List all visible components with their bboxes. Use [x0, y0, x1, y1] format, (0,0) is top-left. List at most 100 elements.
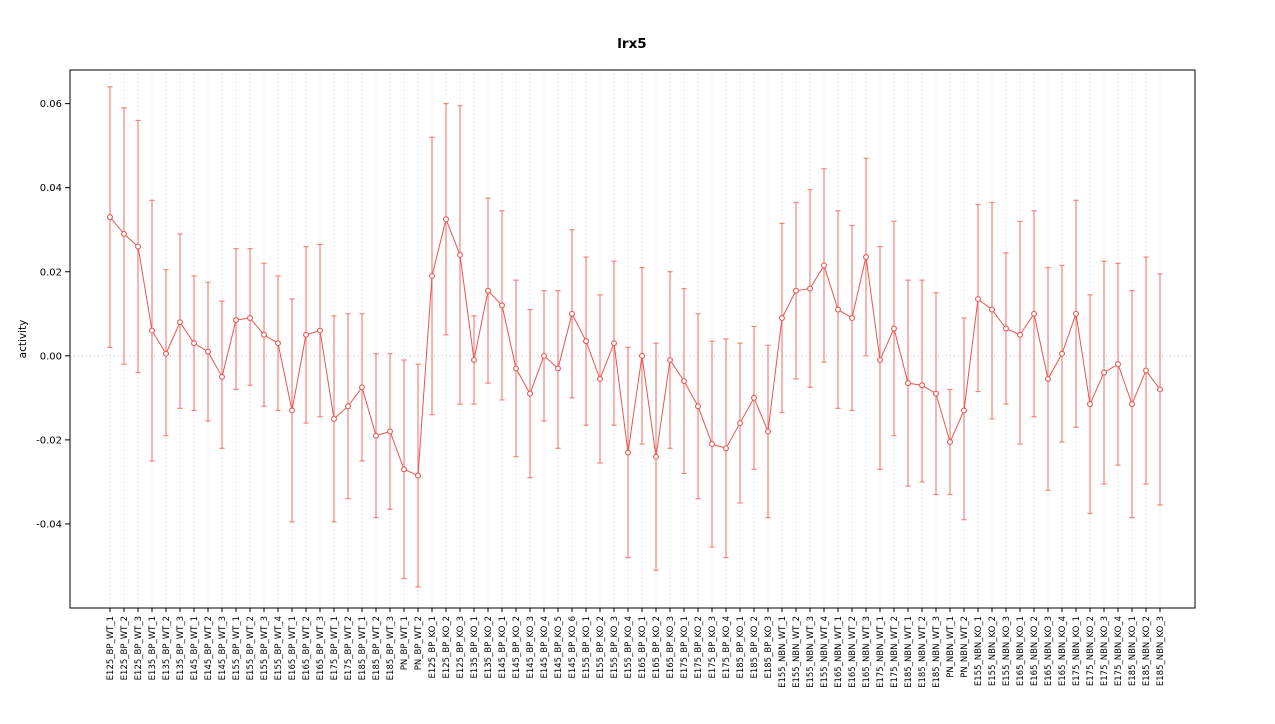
x-tick-label: E185_NBN_KO_2	[1142, 616, 1152, 686]
data-points	[107, 214, 1163, 479]
data-point	[471, 357, 477, 363]
x-tick-label: E135_BP_KO_1	[470, 616, 480, 679]
data-point	[933, 390, 939, 397]
x-tick-label: E165_NBN_WT_2	[848, 616, 858, 688]
y-axis-label: activity	[17, 320, 29, 359]
x-tick-label: E165_NBN_WT_3	[862, 616, 872, 688]
y-tick-label: 0.02	[40, 267, 62, 278]
data-point	[317, 327, 323, 334]
data-point	[261, 331, 267, 338]
data-point	[793, 287, 799, 294]
data-point	[975, 296, 981, 303]
x-tick-label: E145_BP_KO_1	[498, 616, 508, 679]
x-tick-label: E135_BP_WT_2	[162, 616, 172, 680]
data-point	[919, 382, 925, 389]
y-tick-label: -0.02	[36, 435, 62, 446]
y-axis: -0.04 -0.02 0.00 0.02 0.04 0.06	[36, 99, 70, 530]
data-point	[751, 394, 757, 401]
data-point	[401, 466, 407, 473]
x-tick-label: E155_BP_WT_1	[232, 616, 242, 680]
x-tick-label: E175_BP_WT_1	[330, 616, 340, 680]
data-point	[779, 315, 785, 321]
data-point	[513, 365, 519, 372]
x-tick-label: E155_NBN_WT_2	[792, 616, 802, 688]
data-point	[527, 390, 533, 397]
data-point	[415, 472, 421, 479]
x-tick-label: E125_BP_WT_3	[134, 616, 144, 680]
x-tick-label: E155_BP_WT_3	[260, 616, 270, 680]
x-tick-label: E175_NBN_KO_1	[1072, 616, 1082, 686]
y-tick-label: 0.04	[40, 183, 62, 194]
data-point	[611, 340, 617, 347]
x-tick-label: E165_BP_KO_3	[666, 616, 676, 679]
x-axis: E125_BP_WT_1 E125_BP_WT_2 E125_BP_WT_3 E135…	[106, 608, 1166, 688]
x-tick-label: E175_BP_WT_2	[344, 616, 354, 680]
y-tick-label: -0.04	[36, 519, 62, 530]
x-tick-label: E145_BP_KO_6	[568, 616, 578, 679]
x-tick-label: E175_BP_KO_3	[708, 616, 718, 679]
data-point	[597, 375, 603, 382]
x-tick-label: E185_BP_KO_2	[750, 616, 760, 679]
data-point	[961, 407, 967, 414]
data-point	[625, 449, 631, 456]
x-tick-label: E155_BP_KO_3	[610, 616, 620, 679]
x-tick-label: E125_BP_WT_1	[106, 616, 116, 680]
x-tick-label: E185_BP_KO_3	[764, 616, 774, 679]
x-tick-label: E145_BP_KO_4	[540, 616, 550, 679]
x-tick-label: E185_BP_WT_1	[358, 616, 368, 680]
x-tick-label: E125_BP_KO_1	[428, 616, 438, 679]
data-point	[163, 350, 169, 357]
x-tick-label: E175_BP_KO_2	[694, 616, 704, 679]
data-point	[877, 357, 883, 363]
data-point	[485, 287, 491, 294]
x-tick-label: E185_NBN_KO_3	[1156, 616, 1166, 686]
x-tick-label: PN_NBN_WT_1	[946, 616, 956, 678]
data-point	[233, 317, 239, 324]
data-point	[219, 373, 225, 380]
data-point	[569, 310, 575, 317]
data-point	[1143, 367, 1149, 374]
x-tick-label: E125_BP_WT_2	[120, 616, 130, 680]
data-point	[653, 453, 659, 460]
data-point	[121, 230, 127, 237]
x-tick-label: E185_NBN_KO_1	[1128, 616, 1138, 686]
y-tick-label: 0.00	[40, 351, 62, 362]
data-point	[989, 306, 995, 313]
data-point	[541, 352, 547, 359]
data-point	[275, 340, 281, 347]
data-point	[135, 243, 141, 250]
data-point	[667, 357, 673, 363]
x-tick-label: E185_NBN_WT_3	[932, 616, 942, 688]
data-point	[1101, 369, 1107, 376]
data-point	[1087, 401, 1093, 408]
data-point	[709, 441, 715, 448]
x-tick-label: E175_NBN_WT_1	[876, 616, 886, 688]
data-point	[555, 365, 561, 372]
x-tick-label: E155_BP_WT_2	[246, 616, 256, 680]
x-tick-label: E135_BP_KO_2	[484, 616, 494, 679]
x-tick-label: E185_BP_WT_2	[372, 616, 382, 680]
data-point	[457, 251, 463, 258]
data-point	[737, 420, 743, 427]
x-tick-label: E185_NBN_WT_2	[918, 616, 928, 688]
x-tick-label: E155_NBN_WT_4	[820, 616, 830, 688]
data-point	[723, 445, 729, 452]
data-point	[387, 428, 393, 435]
plot-box	[69, 69, 1196, 609]
data-point	[289, 407, 295, 414]
x-tick-label: E175_BP_KO_1	[680, 616, 690, 679]
x-tick-label: E165_NBN_KO_1	[1016, 616, 1026, 686]
data-point	[499, 302, 505, 309]
x-tick-label: E165_NBN_KO_2	[1030, 616, 1040, 686]
y-tick-label: 0.06	[40, 99, 62, 110]
x-tick-label: E175_NBN_WT_2	[890, 616, 900, 688]
x-tick-label: E175_NBN_KO_2	[1086, 616, 1096, 686]
data-point	[1157, 386, 1163, 393]
x-tick-label: E165_NBN_WT_1	[834, 616, 844, 688]
x-tick-label: PN_BP_WT_2	[414, 616, 424, 670]
data-point	[863, 254, 869, 260]
data-point	[1059, 350, 1065, 357]
x-tick-label: E165_BP_WT_1	[288, 616, 298, 680]
data-point	[303, 331, 309, 338]
